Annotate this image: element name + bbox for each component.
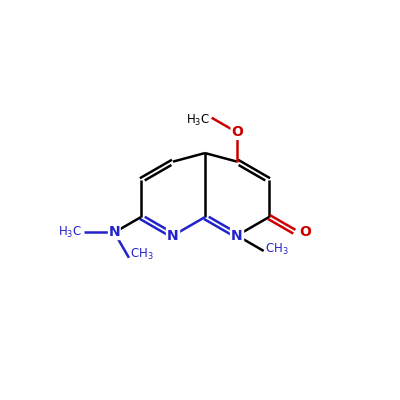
Text: CH$_3$: CH$_3$ [130, 247, 154, 262]
Text: CH$_3$: CH$_3$ [265, 242, 289, 257]
Text: N: N [167, 228, 179, 242]
Text: N: N [108, 226, 120, 240]
Text: N: N [231, 228, 243, 242]
Text: O: O [299, 225, 311, 239]
Text: H$_3$C: H$_3$C [58, 225, 82, 240]
Text: O: O [231, 125, 243, 139]
Text: H$_3$C: H$_3$C [186, 113, 210, 128]
